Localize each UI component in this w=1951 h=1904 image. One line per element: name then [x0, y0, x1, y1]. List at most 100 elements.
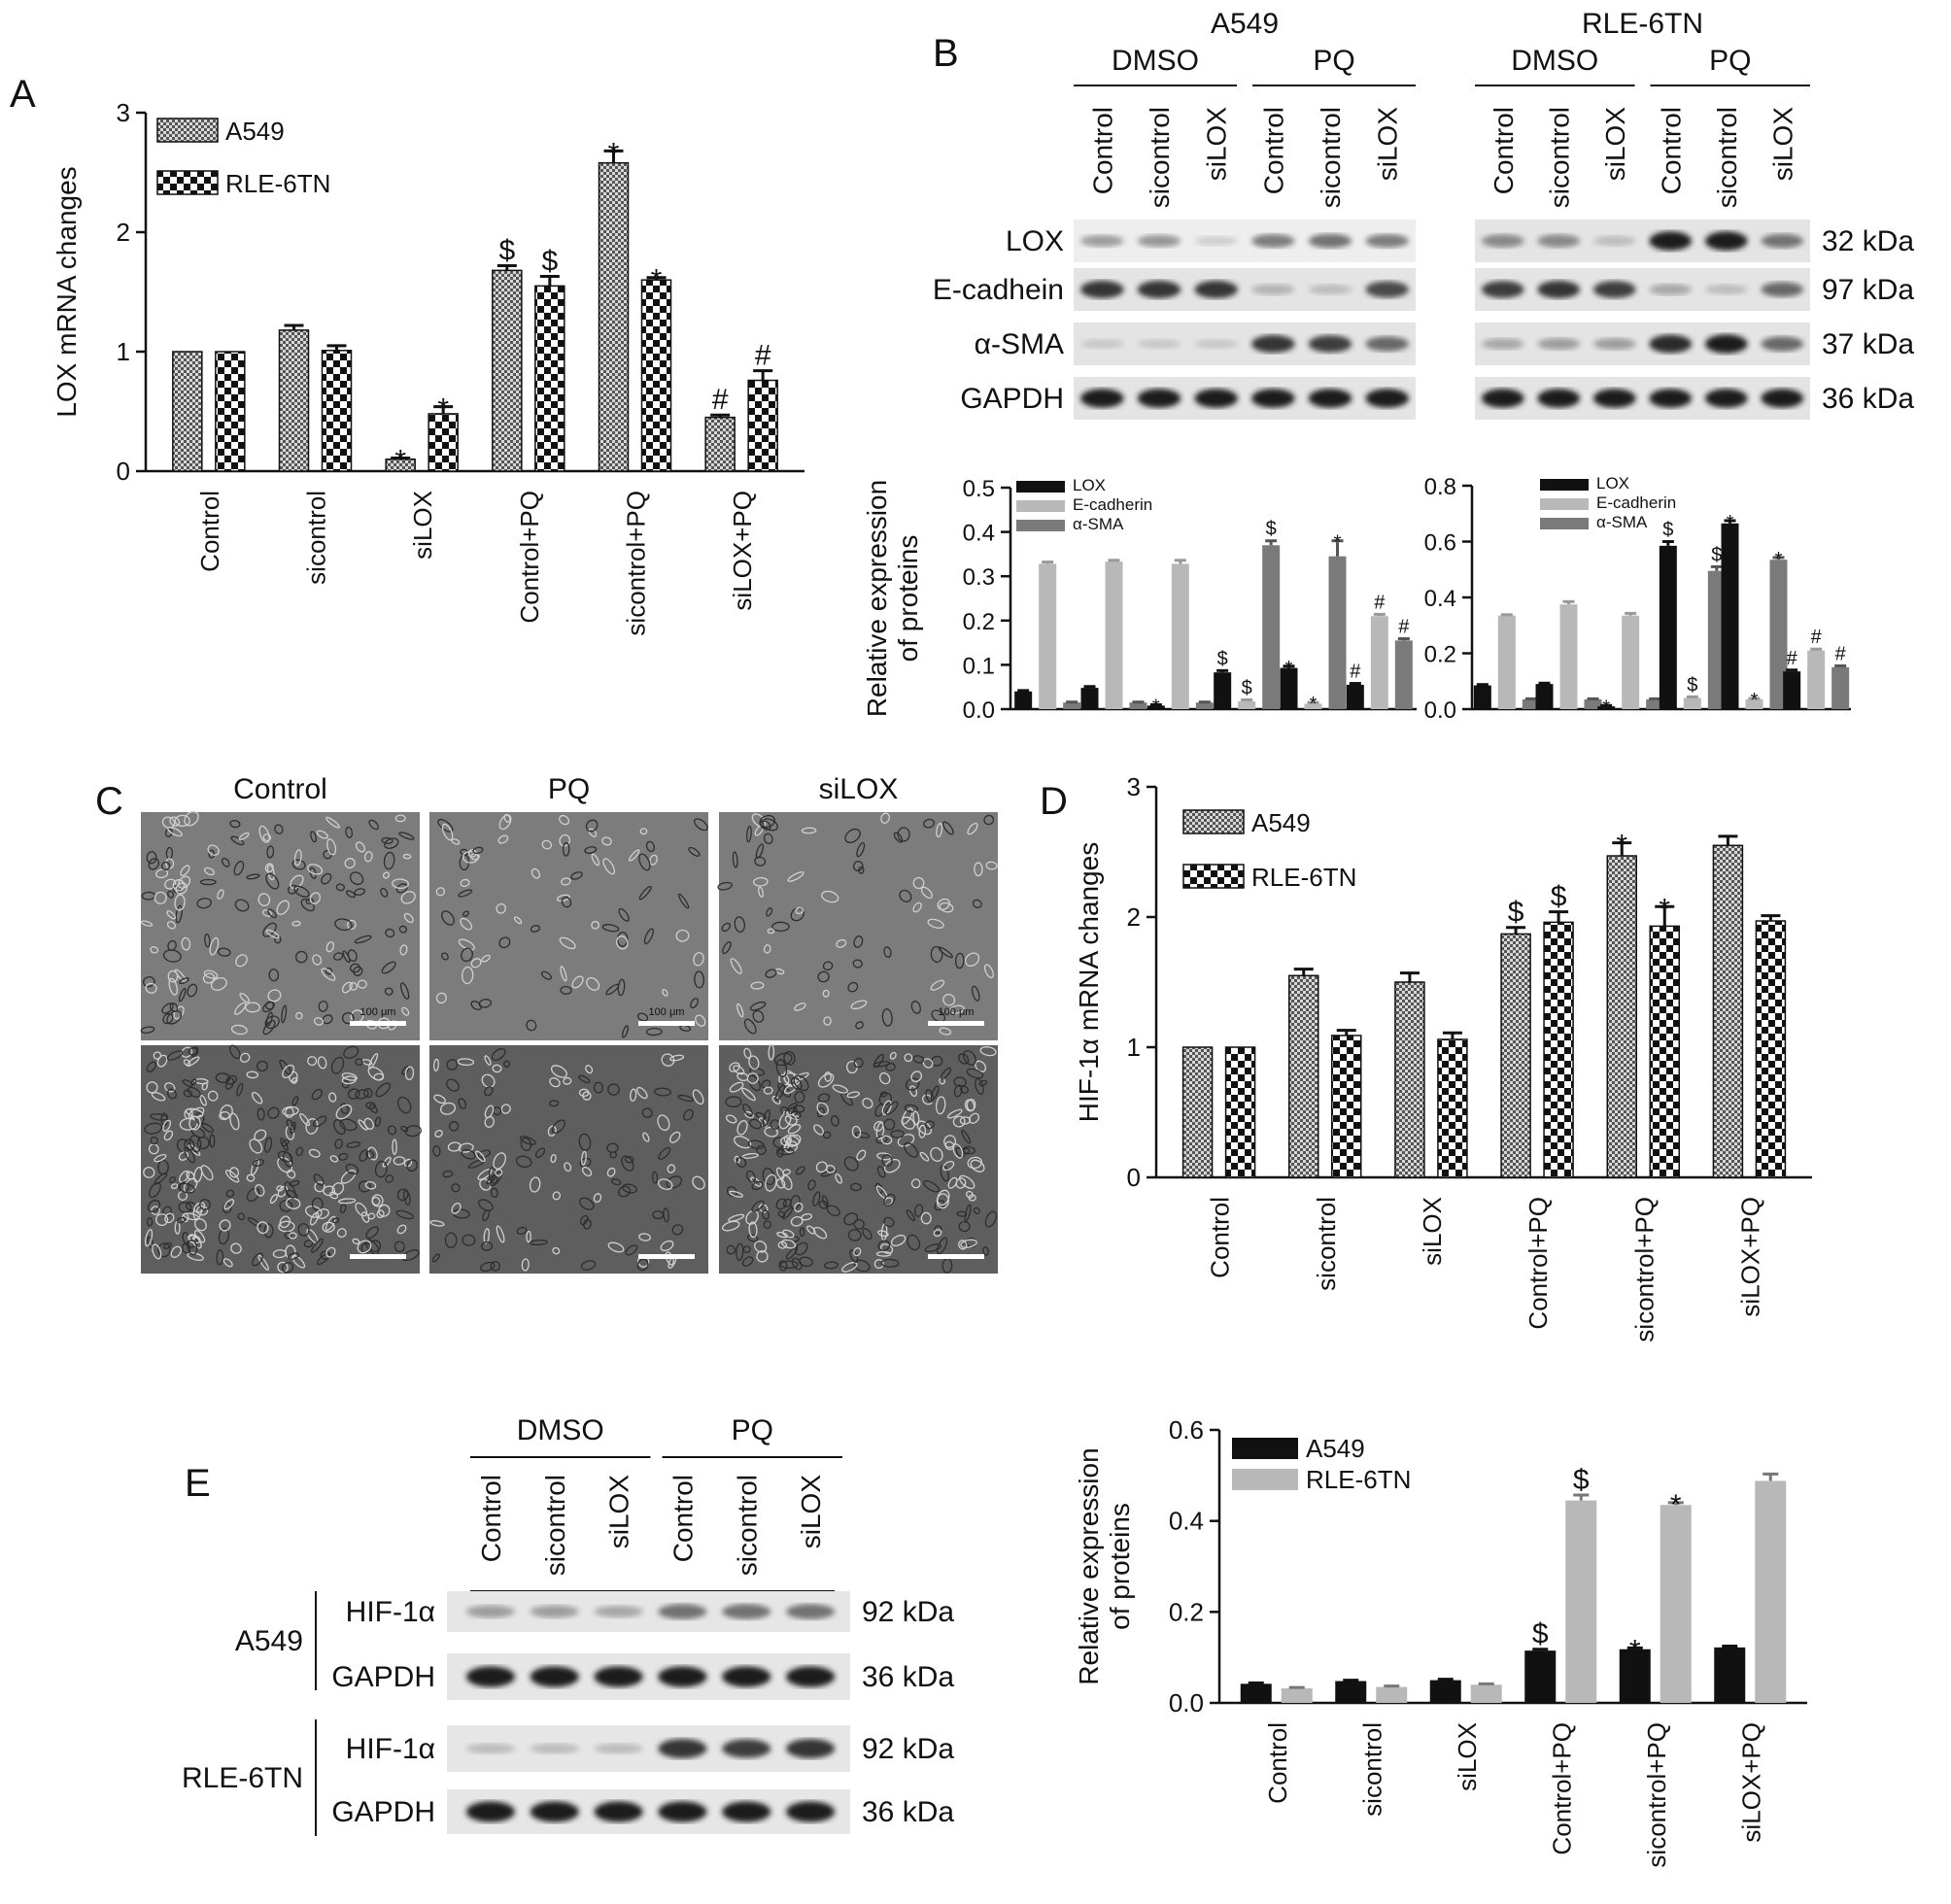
cell-outline — [150, 1136, 158, 1145]
cell-outline — [967, 822, 978, 835]
cell-outline — [311, 1238, 324, 1253]
cell-outline — [774, 968, 785, 975]
lane-label: Control — [667, 1475, 698, 1562]
cell-outline — [790, 1216, 804, 1227]
cell-outline — [854, 1131, 871, 1139]
cell-outline — [964, 1204, 972, 1222]
cell-outline — [167, 826, 183, 837]
blot-strip — [1074, 220, 1416, 262]
cell-outline — [741, 1152, 759, 1159]
cell-outline — [179, 1117, 198, 1131]
cell-outline — [145, 982, 157, 994]
cell-outline — [606, 1167, 616, 1177]
micrograph-image — [141, 812, 420, 1040]
cell-outline — [669, 1054, 685, 1062]
cell-outline — [152, 1243, 162, 1260]
cell-outline — [435, 992, 447, 1004]
scale-bar — [350, 1254, 406, 1259]
cell-outline — [229, 1167, 240, 1178]
cell-outline — [210, 976, 227, 991]
cell-outline — [927, 918, 944, 929]
blot-band — [1481, 338, 1524, 350]
cell-outline — [201, 1122, 215, 1134]
blot-band — [1761, 389, 1804, 408]
cell-outline — [433, 1094, 446, 1105]
cell-outline — [321, 968, 336, 981]
lane-label: Control — [476, 1475, 506, 1562]
legend-swatch — [1232, 1469, 1298, 1490]
blot-band — [465, 1801, 515, 1822]
cell-outline — [677, 1094, 695, 1103]
cell-outline — [873, 1120, 884, 1132]
bar — [1559, 604, 1578, 709]
bar — [1335, 1681, 1367, 1703]
cell-outline — [383, 871, 390, 879]
cell-outline — [725, 1096, 742, 1107]
cell-outline — [817, 970, 830, 983]
cell-outline — [178, 987, 187, 1003]
cell-outline — [846, 1091, 861, 1099]
bar — [1437, 1038, 1468, 1178]
y-tick-label: 0.8 — [1424, 474, 1456, 500]
x-tick-label: siLOX+PQ — [1736, 1722, 1765, 1843]
bar — [1755, 1480, 1787, 1703]
cell-outline — [824, 1071, 832, 1082]
cell-outline — [147, 1217, 154, 1227]
chart-e-protein: 0.0 0.2 0.4 0.6 Relative expressionof protei… — [1074, 1415, 1807, 1868]
bar — [704, 416, 736, 472]
cell-outline — [352, 1238, 360, 1244]
bar — [1281, 1688, 1313, 1703]
x-tick-label: siLOX — [1418, 1197, 1447, 1266]
y-tick-label: 0.4 — [1424, 586, 1456, 612]
blot-band — [1251, 284, 1295, 295]
cell-outline — [239, 992, 251, 1003]
cell-outline — [451, 1203, 462, 1214]
cell-outline — [146, 1081, 158, 1094]
cell-outline — [763, 1220, 772, 1229]
cell-outline — [365, 1226, 379, 1240]
cell-outline — [274, 935, 282, 944]
significance-mark: # — [1374, 592, 1386, 613]
cell-outline — [552, 1246, 561, 1255]
significance-mark: $ — [1242, 677, 1252, 698]
cell-outline — [187, 1239, 198, 1256]
cell-outline — [307, 1056, 318, 1067]
cell-outline — [162, 1241, 172, 1249]
blot-band — [658, 1604, 707, 1619]
cell-outline — [622, 1183, 638, 1194]
cell-outline — [371, 1194, 384, 1207]
cell-outline — [540, 970, 552, 980]
cell-outline — [881, 1100, 892, 1116]
cell-outline — [168, 1176, 176, 1183]
cell-outline — [742, 1104, 753, 1117]
cell-outline — [743, 1018, 757, 1035]
cell-outline — [188, 1135, 202, 1153]
cell-outline — [778, 1112, 792, 1130]
cell-outline — [936, 823, 943, 838]
cell-outline — [817, 1072, 835, 1088]
molecular-weight-label: 36 kDa — [862, 1661, 954, 1693]
significance-mark: * — [1727, 512, 1734, 533]
cell-outline — [277, 1150, 293, 1163]
cell-outline — [850, 1182, 862, 1192]
cell-outline — [154, 1153, 167, 1163]
cell-outline — [497, 834, 509, 844]
blot-band — [786, 1604, 836, 1619]
cell-outline — [775, 1198, 787, 1210]
cell-outline — [441, 823, 454, 841]
cell-outline — [433, 1058, 439, 1072]
cell-outline — [694, 818, 708, 832]
cell-outline — [982, 1246, 989, 1256]
cell-outline — [729, 1062, 740, 1072]
cell-outline — [194, 1112, 205, 1125]
blot-band — [786, 1801, 836, 1822]
blot-row-label: LOX — [1006, 225, 1064, 257]
micrograph-column-title: siLOX — [819, 773, 899, 805]
treatment-group-label: PQ — [732, 1414, 773, 1446]
x-tick-label: siLOX+PQ — [1735, 1197, 1764, 1317]
cell-outline — [641, 1107, 653, 1118]
significance-mark: * — [1629, 1634, 1641, 1666]
blot-band — [1481, 234, 1524, 248]
significance-mark: * — [394, 444, 406, 476]
